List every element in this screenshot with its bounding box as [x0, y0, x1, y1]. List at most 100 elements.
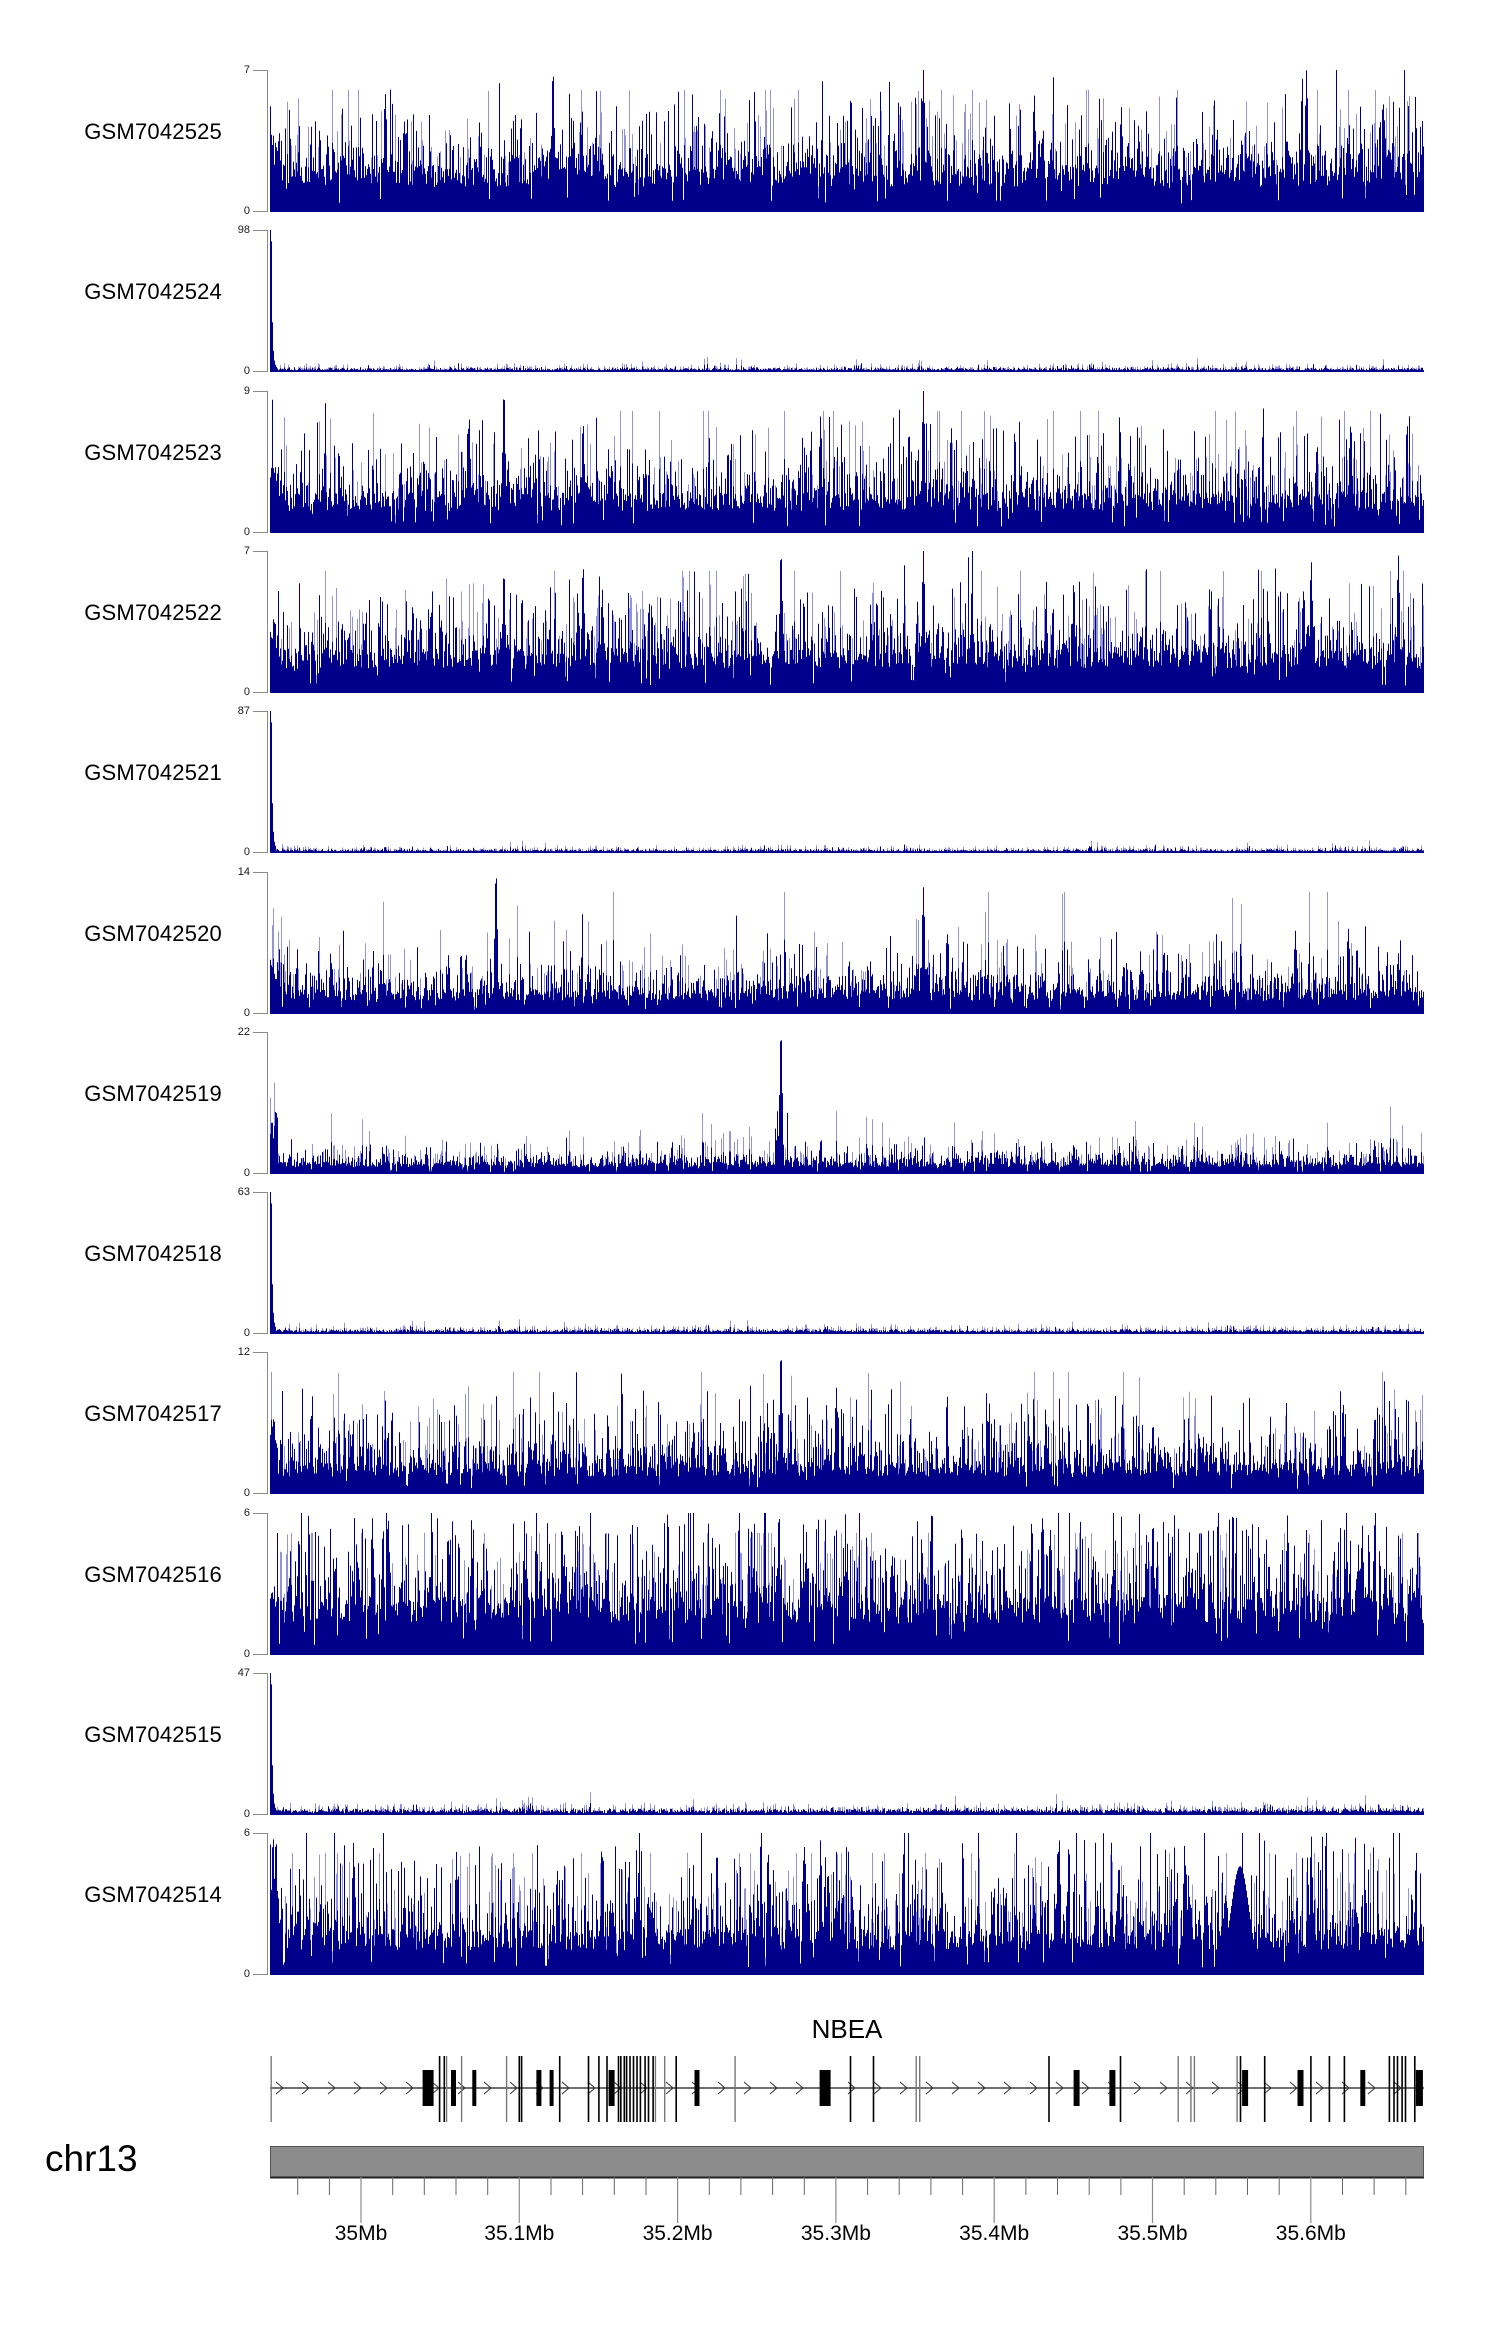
- signal-floor: [270, 370, 1424, 372]
- y-axis-max-label: 6: [243, 1827, 250, 1839]
- y-axis-top-tick: [253, 711, 267, 712]
- y-axis-zero-label: 0: [243, 1167, 250, 1179]
- sample-label: GSM7042524: [84, 279, 222, 304]
- strand-arrow-icon: [925, 2081, 934, 2095]
- strand-arrow-icon: [1185, 2081, 1194, 2095]
- coordinate-ruler: 35Mb 35.1Mb 35.2Mb 35.3Mb 35.4Mb 35.5Mb 35.6Mb: [270, 2177, 1424, 2245]
- sample-label: GSM7042522: [84, 600, 222, 625]
- sample-label: GSM7042518: [84, 1241, 222, 1266]
- exon-box: [1242, 2070, 1249, 2106]
- signal-bars: [270, 391, 1424, 533]
- y-axis-top-tick: [253, 70, 267, 71]
- y-axis-zero-label: 0: [243, 1648, 250, 1660]
- ruler-tick-label: 35.4Mb: [959, 2222, 1029, 2245]
- y-axis-top-tick: [253, 1513, 267, 1514]
- y-axis-max-label: 7: [243, 64, 250, 76]
- ruler-tick-label: 35.5Mb: [1117, 2222, 1187, 2245]
- exon-box: [472, 2070, 477, 2106]
- sample-label: GSM7042525: [84, 119, 222, 144]
- gene-name-label: NBEA: [811, 2014, 883, 2044]
- y-axis-zero-label: 0: [243, 1968, 250, 1980]
- sample-label: GSM7042516: [84, 1562, 222, 1587]
- sample-label: GSM7042521: [84, 760, 222, 785]
- signal-track: GSM7042515 47 0: [0, 1667, 1500, 1820]
- signal-plot: [270, 391, 1424, 533]
- exon-box: [1415, 2070, 1423, 2106]
- y-axis-max-label: 7: [243, 545, 250, 557]
- y-axis-bottom-tick: [253, 1333, 267, 1334]
- signal-plot: [270, 1513, 1424, 1655]
- strand-arrow-icon: [873, 2081, 882, 2095]
- signal-bars: [270, 1040, 1424, 1174]
- strand-arrow-icon: [743, 2081, 752, 2095]
- exon-box: [819, 2070, 831, 2106]
- sample-label: GSM7042517: [84, 1401, 222, 1426]
- strand-arrow-icon: [1315, 2081, 1324, 2095]
- exon-box: [1297, 2070, 1304, 2106]
- y-axis-bottom-tick: [253, 692, 267, 693]
- gene-model-track: [270, 2056, 1424, 2122]
- signal-bars: [270, 878, 1424, 1014]
- ruler-tick-label: 35.3Mb: [801, 2222, 871, 2245]
- y-axis-max-label: 22: [237, 1026, 250, 1038]
- strand-arrow-icon: [275, 2081, 284, 2095]
- exon-box: [694, 2070, 700, 2106]
- signal-bars: [270, 711, 1424, 853]
- y-axis-max-label: 63: [237, 1186, 250, 1198]
- y-axis-top-tick: [253, 1352, 267, 1353]
- ruler-tick-label: 35.2Mb: [643, 2222, 713, 2245]
- signal-floor: [270, 1172, 1424, 1174]
- exon-box: [1073, 2070, 1080, 2106]
- signal-bars: [270, 1833, 1424, 1975]
- signal-bars: [270, 1673, 1424, 1815]
- y-axis-top-tick: [253, 551, 267, 552]
- signal-plot: [270, 1192, 1424, 1334]
- strand-arrow-icon: [977, 2081, 986, 2095]
- signal-track: GSM7042524 98 0: [0, 224, 1500, 377]
- signal-bars: [270, 1360, 1424, 1494]
- y-axis-line: [267, 391, 268, 533]
- y-axis-line: [267, 230, 268, 372]
- strand-arrow-icon: [1133, 2081, 1142, 2095]
- signal-floor: [270, 851, 1424, 853]
- signal-plot: [270, 1360, 1424, 1494]
- ruler-tick-label: 35.1Mb: [484, 2222, 554, 2245]
- sample-label: GSM7042523: [84, 440, 222, 465]
- y-axis-bottom-tick: [253, 852, 267, 853]
- chromosome-label: chr13: [45, 2138, 138, 2179]
- y-axis-line: [267, 551, 268, 693]
- signal-floor: [270, 531, 1424, 533]
- y-axis-top-tick: [253, 1032, 267, 1033]
- signal-bars: [270, 70, 1424, 212]
- signal-track: GSM7042522 7 0: [0, 545, 1500, 698]
- y-axis-line: [267, 1032, 268, 1174]
- strand-arrow-icon: [587, 2081, 596, 2095]
- y-axis-zero-label: 0: [243, 1808, 250, 1820]
- strand-arrow-icon: [1289, 2081, 1298, 2095]
- signal-track: GSM7042521 87 0: [0, 705, 1500, 858]
- y-axis-line: [267, 1673, 268, 1815]
- y-axis-zero-label: 0: [243, 1007, 250, 1019]
- y-axis-zero-label: 0: [243, 526, 250, 538]
- signal-track: GSM7042517 12 0: [0, 1346, 1500, 1499]
- y-axis-zero-label: 0: [243, 846, 250, 858]
- strand-arrow-icon: [301, 2081, 310, 2095]
- y-axis-zero-label: 0: [243, 1327, 250, 1339]
- strand-arrow-icon: [405, 2081, 414, 2095]
- strand-arrow-icon: [1263, 2081, 1272, 2095]
- strand-arrow-icon: [1159, 2081, 1168, 2095]
- signal-track: GSM7042523 9 0: [0, 385, 1500, 538]
- signal-bars: [270, 551, 1424, 693]
- y-axis-max-label: 98: [237, 224, 250, 236]
- y-axis-bottom-tick: [253, 371, 267, 372]
- y-axis-max-label: 9: [243, 385, 250, 397]
- signal-bars: [270, 1192, 1424, 1334]
- signal-bars: [270, 1513, 1424, 1655]
- y-axis-top-tick: [253, 391, 267, 392]
- y-axis-top-tick: [253, 872, 267, 873]
- strand-arrow-icon: [899, 2081, 908, 2095]
- strand-arrow-icon: [379, 2081, 388, 2095]
- y-axis-zero-label: 0: [243, 686, 250, 698]
- strand-arrow-icon: [457, 2081, 466, 2095]
